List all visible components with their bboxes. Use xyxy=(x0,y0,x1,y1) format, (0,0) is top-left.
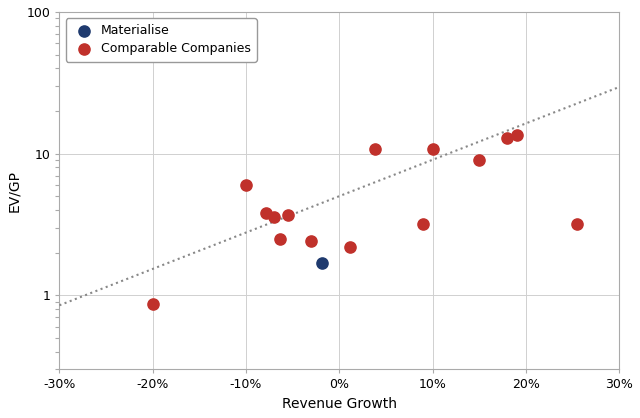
Comparable Companies xyxy=(283,212,293,218)
Comparable Companies xyxy=(572,220,582,227)
Comparable Companies xyxy=(428,145,438,152)
Materialise xyxy=(317,260,328,266)
Comparable Companies xyxy=(369,145,380,152)
Legend: Materialise, Comparable Companies: Materialise, Comparable Companies xyxy=(66,18,257,62)
Comparable Companies xyxy=(261,210,271,217)
Comparable Companies xyxy=(269,213,279,220)
Y-axis label: EV/GP: EV/GP xyxy=(7,170,21,212)
Comparable Companies xyxy=(502,134,512,141)
Comparable Companies xyxy=(346,244,356,250)
Comparable Companies xyxy=(148,301,158,307)
Comparable Companies xyxy=(418,220,428,227)
Comparable Companies xyxy=(511,132,522,138)
Comparable Companies xyxy=(306,238,316,245)
X-axis label: Revenue Growth: Revenue Growth xyxy=(282,397,397,411)
Comparable Companies xyxy=(241,182,251,189)
Comparable Companies xyxy=(474,157,484,163)
Comparable Companies xyxy=(275,236,285,242)
